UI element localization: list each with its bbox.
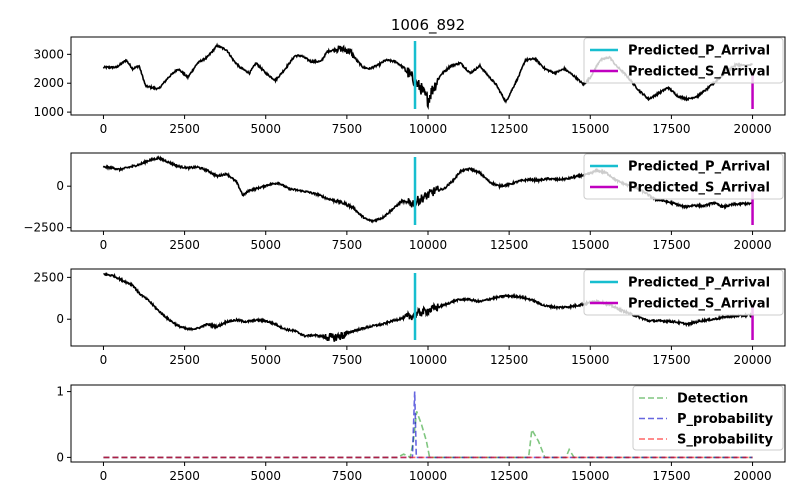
subplot-3: 0 2500 5000 7500 10000 12500 15000 17500 20000 0 2…: [33, 268, 786, 367]
subplot-4: 0 2500 5000 7500 10000 12500 15000 17500 20000 0 1…: [56, 384, 786, 483]
x-tick-label: 2500: [169, 122, 200, 136]
x-tick-label: 5000: [250, 238, 281, 252]
chart-title: 1006_892: [391, 16, 465, 35]
y-tick-label: −2500: [23, 221, 64, 235]
x-tick-label: 20000: [733, 469, 771, 483]
x-tick-label: 7500: [332, 238, 363, 252]
legend-label: Predicted_S_Arrival: [628, 297, 770, 312]
x-tick-label: 10000: [409, 353, 447, 367]
x-tick-label: 12500: [490, 353, 528, 367]
x-tick-label: 15000: [571, 353, 609, 367]
x-tick-label: 12500: [490, 469, 528, 483]
legend-label: Predicted_S_Arrival: [628, 65, 770, 80]
legend: Predicted_P_Arrival Predicted_S_Arrival: [583, 153, 784, 200]
y-tick-label: 2000: [33, 76, 64, 90]
x-tick-label: 17500: [652, 238, 690, 252]
x-tick-label: 10000: [409, 122, 447, 136]
y-tick-label: 0: [56, 312, 64, 326]
legend-label: Predicted_P_Arrival: [628, 44, 770, 59]
plot-area: [103, 391, 753, 459]
x-tick-label: 0: [100, 353, 108, 367]
x-tick-label: 15000: [571, 238, 609, 252]
y-tick-label: 0: [56, 179, 64, 193]
x-tick-label: 17500: [652, 469, 690, 483]
x-tick-label: 0: [100, 238, 108, 252]
legend-box: [583, 153, 784, 200]
x-tick-label: 17500: [652, 122, 690, 136]
x-tick-label: 7500: [332, 122, 363, 136]
legend: Predicted_P_Arrival Predicted_S_Arrival: [583, 37, 784, 84]
legend: Detection P_probability S_probability: [632, 385, 784, 451]
subplot-1: 0 2500 5000 7500 10000 12500 15000 17500 20000 10…: [33, 36, 786, 136]
x-tick-label: 0: [100, 469, 108, 483]
y-tick-label: 1: [56, 385, 64, 399]
x-tick-label: 2500: [169, 353, 200, 367]
y-tick-label: 2500: [33, 270, 64, 284]
legend-label: Predicted_S_Arrival: [628, 181, 770, 196]
x-tick-label: 2500: [169, 238, 200, 252]
x-tick-label: 10000: [409, 238, 447, 252]
x-tick-label: 20000: [733, 122, 771, 136]
waveform-line: [103, 272, 754, 342]
waveform-line: [102, 42, 753, 110]
x-tick-label: 20000: [733, 353, 771, 367]
y-tick-label: 3000: [33, 47, 64, 61]
x-tick-label: 5000: [250, 469, 281, 483]
x-tick-label: 12500: [490, 238, 528, 252]
x-tick-label: 7500: [332, 469, 363, 483]
legend-box: [583, 37, 784, 84]
x-tick-label: 17500: [652, 353, 690, 367]
x-tick-label: 15000: [571, 122, 609, 136]
x-tick-label: 10000: [409, 469, 447, 483]
x-tick-label: 5000: [250, 353, 281, 367]
x-tick-label: 12500: [490, 122, 528, 136]
x-tick-label: 5000: [250, 122, 281, 136]
x-tick-label: 7500: [332, 353, 363, 367]
y-tick-label: 1000: [33, 105, 64, 119]
x-tick-label: 15000: [571, 469, 609, 483]
x-tick-label: 20000: [733, 238, 771, 252]
legend-label: P_probability: [677, 412, 774, 427]
x-tick-label: 0: [100, 122, 108, 136]
panels: 0 2500 5000 7500 10000 12500 15000 17500 2000010…: [23, 36, 786, 483]
legend-box: [632, 385, 784, 451]
legend: Predicted_P_Arrival Predicted_S_Arrival: [583, 269, 784, 316]
x-tick-label: 2500: [169, 469, 200, 483]
legend-label: Predicted_P_Arrival: [628, 160, 770, 175]
legend-box: [583, 269, 784, 316]
legend-label: S_probability: [677, 433, 773, 448]
y-tick-label: 0: [56, 450, 64, 464]
legend-label: Predicted_P_Arrival: [628, 276, 770, 291]
subplot-2: 0 2500 5000 7500 10000 12500 15000 17500 20000 −2…: [23, 152, 786, 252]
legend-label: Detection: [677, 392, 748, 407]
